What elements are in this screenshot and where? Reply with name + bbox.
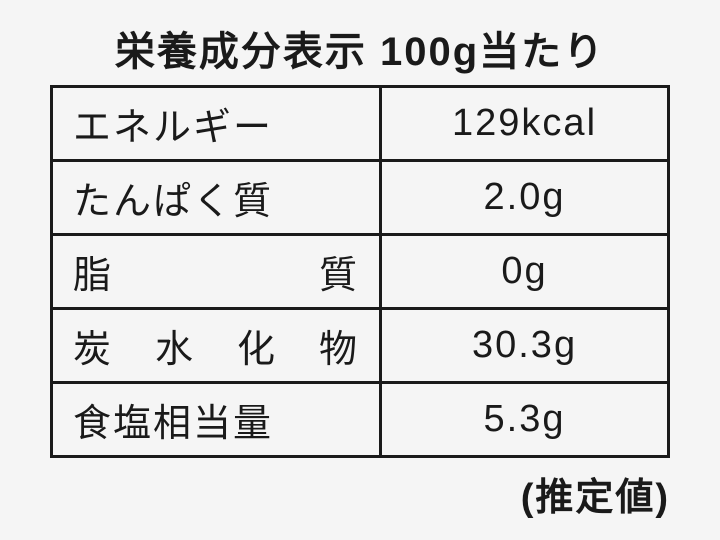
table-row: 脂 質 0g: [52, 235, 669, 309]
table-row: 食塩相当量 5.3g: [52, 383, 669, 457]
row-value: 2.0g: [381, 161, 669, 235]
table-row: たんぱく質 2.0g: [52, 161, 669, 235]
table-title: 栄養成分表示 100g当たり: [50, 19, 670, 77]
nutrition-table: エネルギー 129kcal たんぱく質 2.0g 脂 質 0g: [50, 85, 670, 458]
row-label: たんぱく質: [52, 161, 381, 235]
table-body: エネルギー 129kcal たんぱく質 2.0g 脂 質 0g: [52, 87, 669, 457]
row-value: 0g: [381, 235, 669, 309]
row-label: 食塩相当量: [52, 383, 381, 457]
row-value: 30.3g: [381, 309, 669, 383]
justified-label: 脂 質: [73, 244, 359, 299]
justified-label: 炭 水 化 物: [73, 318, 359, 373]
row-label: 脂 質: [52, 235, 381, 309]
row-label: 炭 水 化 物: [52, 309, 381, 383]
nutrition-label: 栄養成分表示 100g当たり エネルギー 129kcal たんぱく質 2.0g …: [50, 19, 670, 521]
row-value: 5.3g: [381, 383, 669, 457]
table-row: エネルギー 129kcal: [52, 87, 669, 161]
table-row: 炭 水 化 物 30.3g: [52, 309, 669, 383]
footer-note: (推定値): [50, 466, 670, 521]
row-label: エネルギー: [52, 87, 381, 161]
row-value: 129kcal: [381, 87, 669, 161]
